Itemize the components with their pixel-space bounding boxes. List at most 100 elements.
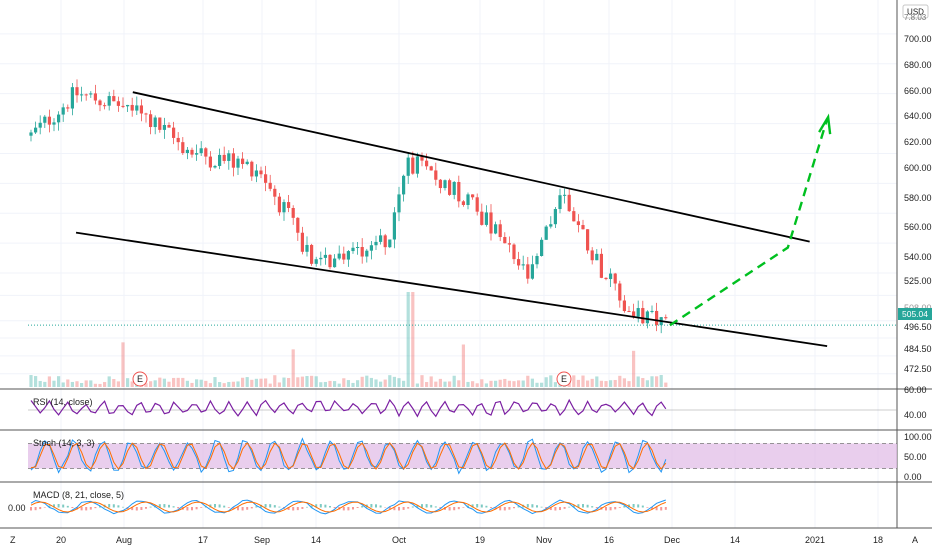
candle[interactable] [526,256,530,284]
candle[interactable] [576,214,580,233]
candle[interactable] [641,300,645,325]
candle[interactable] [457,175,461,208]
time-axis-auto-control[interactable]: A [912,535,918,545]
candle[interactable] [544,225,548,240]
candle[interactable] [517,251,521,270]
candle[interactable] [452,181,456,200]
candle[interactable] [130,97,134,117]
candle[interactable] [383,233,387,255]
candle[interactable] [369,240,373,260]
candle[interactable] [443,179,447,191]
candle[interactable] [61,103,65,122]
candle[interactable] [162,117,166,139]
candle[interactable] [273,185,277,206]
candle[interactable] [158,117,162,133]
candle[interactable] [535,253,539,269]
candle[interactable] [438,178,442,194]
candle[interactable] [172,121,176,145]
earnings-marker-aug[interactable]: E [132,371,148,387]
candle[interactable] [268,174,272,192]
stoch-pane-label[interactable]: Stoch (14, 3, 3) [33,438,95,448]
candle[interactable] [448,178,452,196]
candle[interactable] [429,165,433,171]
candle[interactable] [287,195,291,213]
candle[interactable] [622,295,626,313]
candle[interactable] [80,86,84,102]
candle[interactable] [314,256,318,267]
candle[interactable] [222,146,226,164]
candle[interactable] [664,314,668,320]
candle[interactable] [231,148,235,177]
candle[interactable] [397,186,401,222]
candle[interactable] [507,236,511,253]
candle[interactable] [374,235,378,250]
candle[interactable] [250,160,254,181]
candle[interactable] [195,144,199,161]
candle[interactable] [411,151,415,175]
candle[interactable] [245,159,249,166]
candle[interactable] [650,305,654,314]
candle[interactable] [586,229,590,254]
candle[interactable] [305,236,309,257]
candle[interactable] [471,194,475,200]
time-axis-zoom-control[interactable]: Z [10,535,16,545]
candle[interactable] [176,132,180,151]
candle[interactable] [103,102,107,110]
candle[interactable] [52,118,56,132]
candle[interactable] [489,204,493,241]
bullish-projection-path[interactable] [669,118,829,327]
candle[interactable] [415,152,419,178]
candle[interactable] [296,217,300,241]
candle[interactable] [121,97,125,109]
candle[interactable] [581,219,585,230]
candle[interactable] [388,239,392,249]
candle[interactable] [333,254,337,268]
candle[interactable] [139,99,143,122]
candle[interactable] [636,300,640,323]
candle[interactable] [595,249,599,261]
candle[interactable] [503,232,507,244]
candle[interactable] [530,255,534,280]
candle[interactable] [57,111,61,131]
candle[interactable] [379,228,383,245]
candle[interactable] [84,93,88,101]
candle[interactable] [310,243,314,266]
candle[interactable] [93,84,97,105]
candle[interactable] [38,115,42,135]
candle[interactable] [494,221,498,235]
candle[interactable] [655,302,659,332]
candle[interactable] [512,243,516,264]
candle[interactable] [126,104,130,113]
candle[interactable] [356,242,360,255]
candle[interactable] [434,162,438,186]
candle[interactable] [300,226,304,255]
candle[interactable] [89,91,93,98]
candle[interactable] [66,104,70,112]
rsi-pane-label[interactable]: RSI (14, close) [33,397,93,407]
candle[interactable] [319,251,323,266]
channel-upper-trendline[interactable] [132,91,810,243]
candle[interactable] [402,174,406,202]
candle[interactable] [185,146,189,160]
channel-lower-trendline[interactable] [75,231,828,348]
candle[interactable] [75,79,79,103]
candle[interactable] [328,254,332,270]
candle[interactable] [498,219,502,242]
candle[interactable] [204,147,208,165]
candle[interactable] [34,121,38,135]
candle[interactable] [572,207,576,222]
price-axis[interactable]: USD 7.8.03 700.00 680.00 660.00 640.00 6… [898,4,932,374]
candle[interactable] [116,96,120,112]
candle[interactable] [521,255,525,270]
candle[interactable] [627,306,631,313]
candle[interactable] [291,205,295,225]
candle[interactable] [43,114,47,128]
candle[interactable] [181,137,185,155]
candle[interactable] [144,112,148,123]
candle[interactable] [484,205,488,227]
candle[interactable] [112,89,116,102]
candle[interactable] [549,216,553,229]
candle[interactable] [567,188,571,213]
candle[interactable] [618,280,622,308]
candle[interactable] [480,203,484,226]
